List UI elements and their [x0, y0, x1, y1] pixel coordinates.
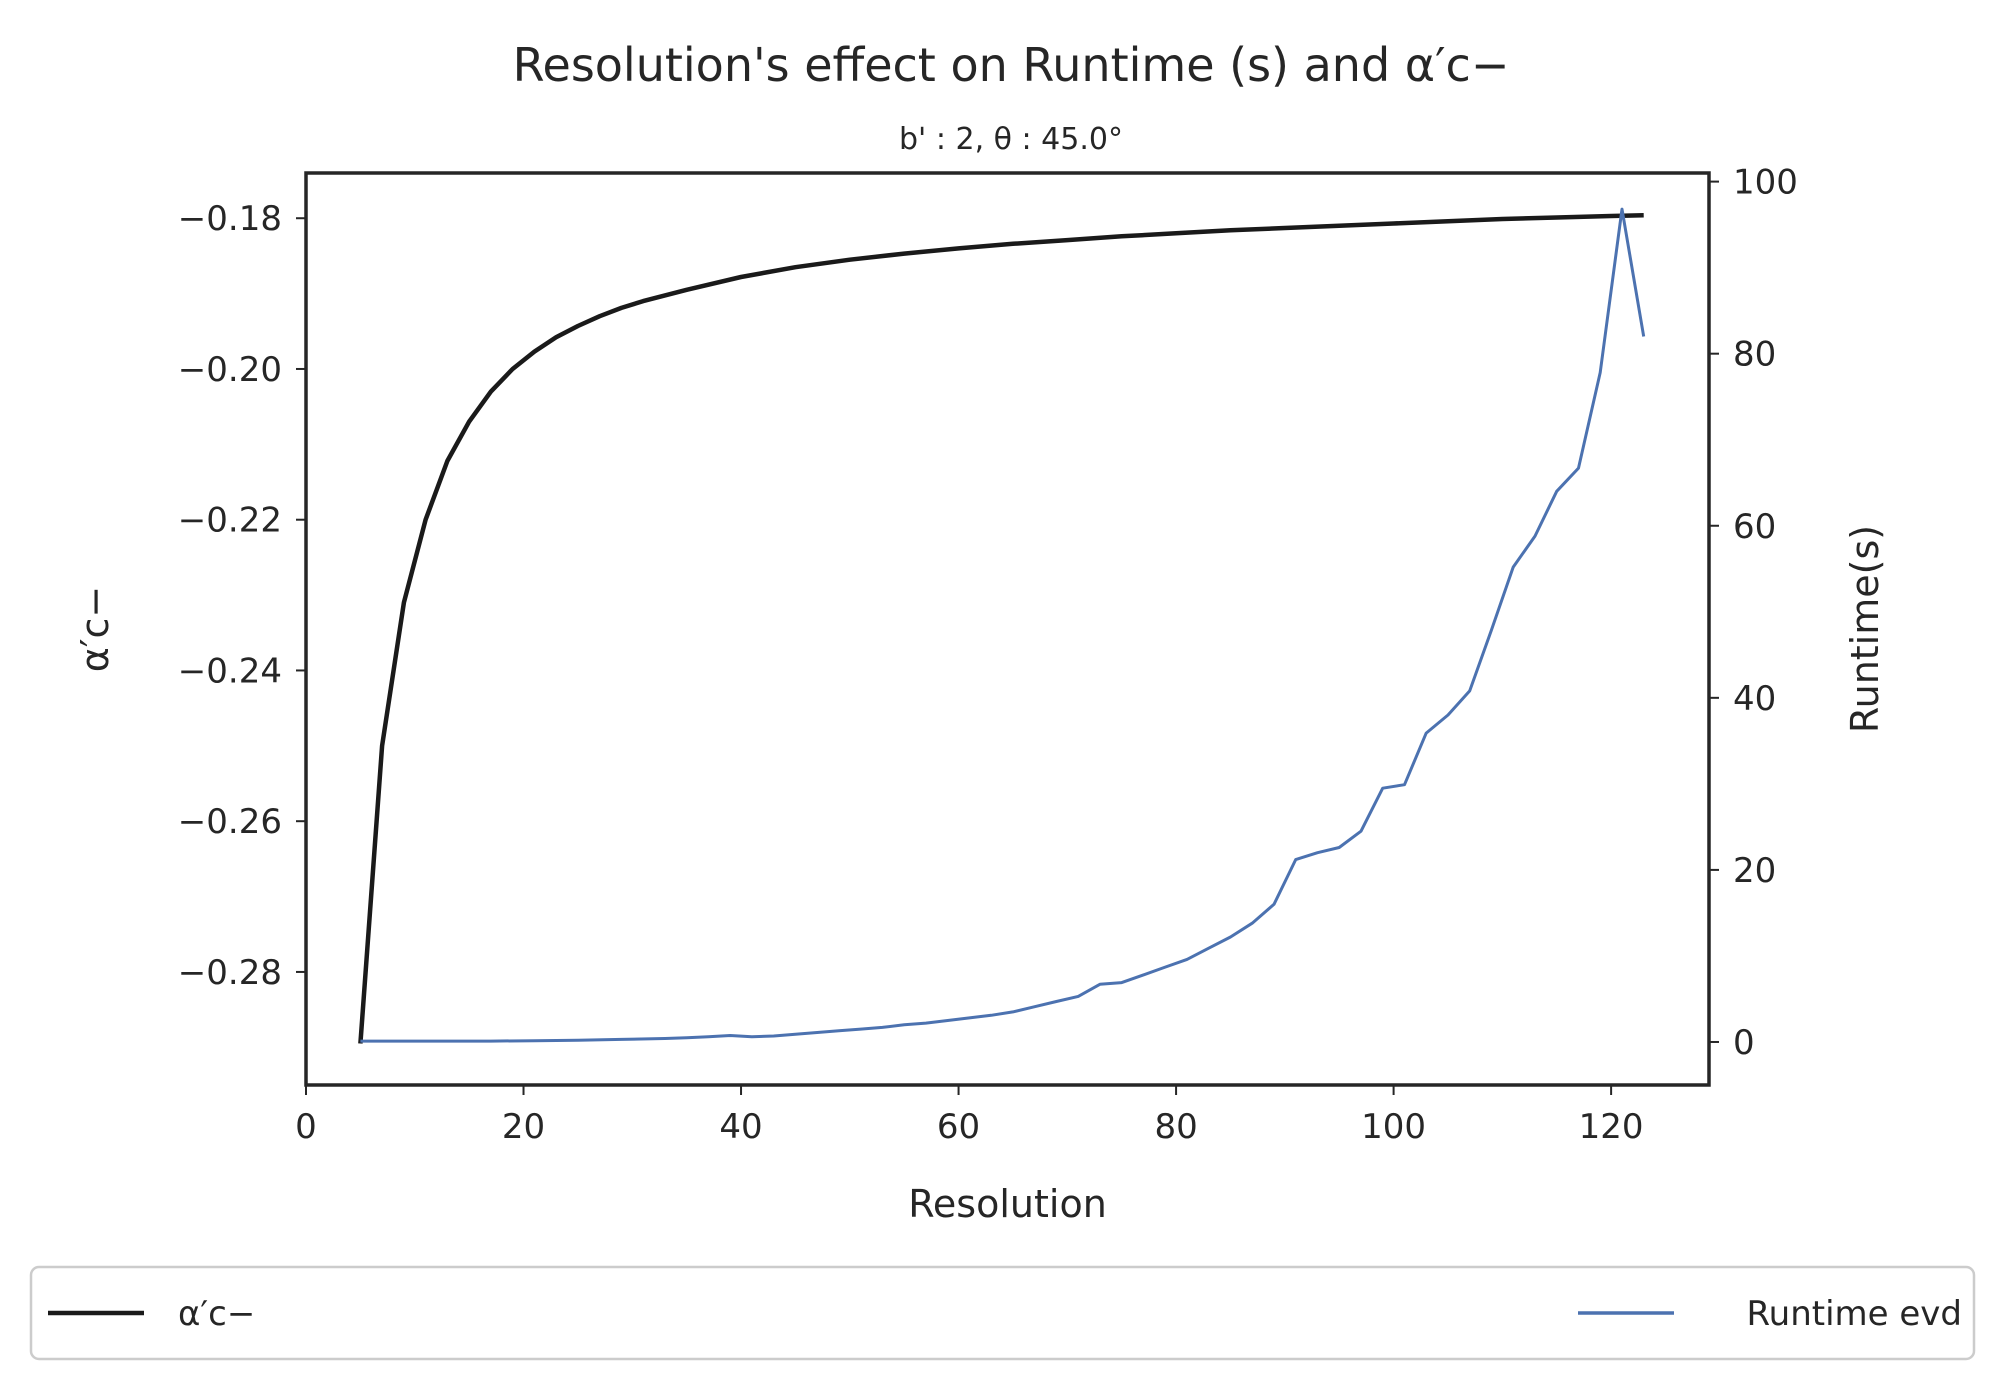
- plot-area: [358, 207, 1646, 1044]
- x-tick-label: 100: [1361, 1107, 1426, 1147]
- chart-title-group: Resolution's effect on Runtime (s) and α…: [513, 38, 1510, 157]
- y-right-tick-label: 40: [1733, 679, 1776, 719]
- y-tick-label: −0.22: [178, 501, 282, 541]
- series-line-runtime: [360, 207, 1646, 1043]
- axes-frame: [304, 171, 1711, 1087]
- x-tick-label: 120: [1579, 1107, 1644, 1147]
- x-tick-label: 20: [502, 1107, 545, 1147]
- legend: α′c− Runtime evd: [29, 1265, 1976, 1361]
- x-tick-label: 60: [937, 1107, 980, 1147]
- chart-title: Resolution's effect on Runtime (s) and α…: [513, 38, 1510, 92]
- x-axis-label: Resolution: [908, 1182, 1107, 1226]
- legend-label-runtime: Runtime evd: [1747, 1294, 1962, 1334]
- y-right-tick-label: 80: [1733, 335, 1776, 375]
- y-axis-label: α′c−: [73, 586, 117, 672]
- y-tick-label: −0.26: [178, 802, 282, 842]
- y-right-axis-label: Runtime(s): [1843, 525, 1887, 733]
- y-right-tick-label: 20: [1733, 851, 1776, 891]
- y-right-tick-label: 0: [1733, 1023, 1755, 1063]
- x-tick-label: 80: [1154, 1107, 1197, 1147]
- y-tick-label: −0.20: [178, 350, 282, 390]
- y-right-tick-label: 60: [1733, 507, 1776, 547]
- x-tick-label: 0: [295, 1107, 317, 1147]
- y-tick-label: −0.28: [178, 953, 282, 993]
- chart-subtitle: b' : 2, θ : 45.0°: [899, 122, 1123, 157]
- legend-box: [29, 1265, 1976, 1361]
- y-right-tick-label: 100: [1733, 163, 1798, 203]
- x-tick-label: 40: [719, 1107, 762, 1147]
- legend-label-alpha: α′c−: [178, 1294, 255, 1334]
- y-tick-label: −0.18: [178, 199, 282, 239]
- series-line-alpha: [358, 212, 1644, 1044]
- y-tick-label: −0.24: [178, 651, 282, 691]
- axes: 0 20 40 60 80 100 120 −0.28 −0.26 −0.24 −0.22 −0.20…: [73, 163, 1887, 1226]
